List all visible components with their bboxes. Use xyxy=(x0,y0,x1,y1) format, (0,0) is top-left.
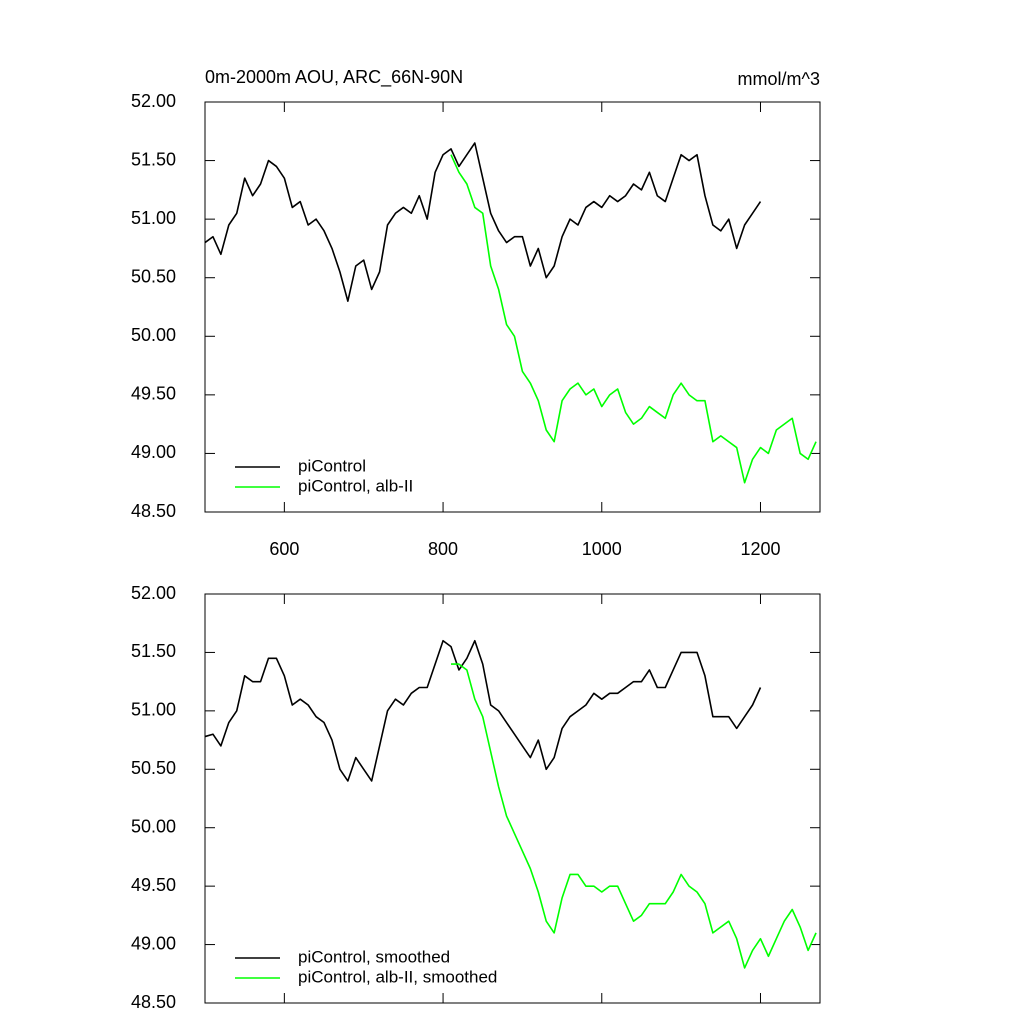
y-tick-label: 51.50 xyxy=(131,149,176,169)
series-line xyxy=(450,154,817,484)
y-tick-label: 49.00 xyxy=(131,442,176,462)
plot-frame xyxy=(204,101,821,513)
units-label: mmol/m^3 xyxy=(738,69,820,89)
series-line xyxy=(204,142,762,302)
legend-label: piControl, smoothed xyxy=(298,947,450,966)
y-tick-label: 50.50 xyxy=(131,758,176,778)
legend-label: piControl, alb-II xyxy=(298,476,413,495)
x-tick-label: 1000 xyxy=(582,539,622,559)
y-tick-label: 50.50 xyxy=(131,266,176,286)
y-tick-label: 48.50 xyxy=(131,992,176,1012)
series-line xyxy=(204,639,762,782)
x-tick-label: 600 xyxy=(269,539,299,559)
x-tick-label: 800 xyxy=(428,539,458,559)
plot-frame xyxy=(204,593,821,1004)
y-tick-label: 52.00 xyxy=(131,91,176,111)
y-tick-label: 51.50 xyxy=(131,641,176,661)
y-tick-label: 50.00 xyxy=(131,325,176,345)
y-tick-label: 49.50 xyxy=(131,875,176,895)
y-tick-label: 50.00 xyxy=(131,816,176,836)
y-tick-label: 48.50 xyxy=(131,501,176,521)
y-tick-label: 51.00 xyxy=(131,208,176,228)
y-tick-label: 49.50 xyxy=(131,384,176,404)
y-tick-label: 49.00 xyxy=(131,933,176,953)
y-tick-label: 52.00 xyxy=(131,583,176,603)
x-tick-label: 1200 xyxy=(740,539,780,559)
series-line xyxy=(451,663,817,969)
legend-label: piControl xyxy=(298,456,366,475)
legend-label: piControl, alb-II, smoothed xyxy=(298,967,497,986)
chart-title: 0m-2000m AOU, ARC_66N-90N xyxy=(205,67,463,88)
y-tick-label: 51.00 xyxy=(131,700,176,720)
